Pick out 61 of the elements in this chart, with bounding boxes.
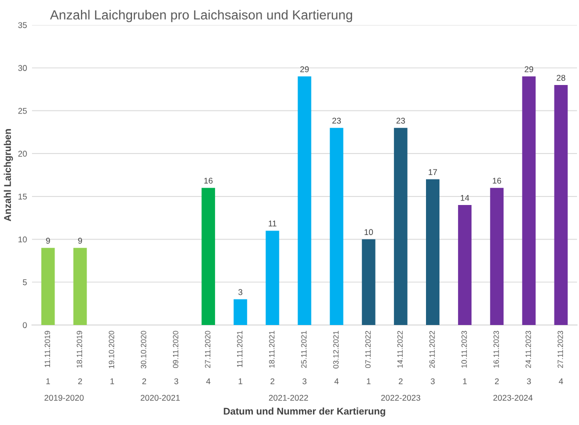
- text: 1: [238, 378, 242, 384]
- bar: [41, 248, 55, 325]
- bar: [426, 179, 440, 325]
- data-label: 17: [428, 169, 437, 175]
- y-tick-label: 20: [18, 150, 27, 157]
- data-label: 10: [364, 229, 373, 236]
- text: 3: [174, 378, 178, 384]
- text: 3: [526, 378, 531, 384]
- bar: [266, 230, 280, 325]
- bar: [298, 76, 312, 325]
- y-axis-title: Anzahl Laichgruben: [4, 129, 13, 222]
- text: 1: [366, 378, 371, 384]
- bar: [234, 299, 248, 325]
- text: 2: [494, 378, 499, 384]
- text: 4: [334, 378, 339, 384]
- text: 2022-2023: [381, 394, 420, 401]
- chart-title: Anzahl Laichgruben pro Laichsaison und Kartierung: [50, 10, 352, 22]
- text: 2: [398, 378, 403, 384]
- y-tick-label: 25: [18, 108, 27, 114]
- data-label: 16: [492, 178, 502, 184]
- data-label: 9: [46, 238, 50, 244]
- text: 2: [142, 378, 146, 384]
- text: 2: [270, 378, 274, 384]
- text: 2020-2021: [140, 394, 180, 401]
- bar: [554, 85, 568, 325]
- text: 2: [78, 378, 82, 384]
- y-tick-label: 15: [18, 194, 27, 200]
- x-axis-title: Datum und Nummer der Kartierung: [224, 408, 386, 417]
- text: 3: [430, 378, 435, 384]
- bar: [522, 76, 536, 325]
- bar: [330, 128, 344, 325]
- bar: [73, 248, 87, 325]
- data-label: 28: [556, 74, 566, 81]
- bar: [202, 188, 216, 325]
- y-tick-label: 0: [22, 322, 27, 328]
- text: 2021-2022: [268, 394, 308, 401]
- data-label: 23: [332, 118, 341, 124]
- data-label: 3: [238, 289, 242, 296]
- text: 1: [46, 378, 50, 384]
- data-label: 29: [300, 66, 309, 72]
- text: 2019-2020: [44, 394, 84, 401]
- data-label: 29: [524, 66, 534, 72]
- data-label: 23: [396, 118, 405, 124]
- data-label: 14: [460, 194, 470, 201]
- data-label: 11: [268, 220, 276, 226]
- text: 1: [463, 378, 467, 384]
- bar: [490, 188, 504, 325]
- bar: [362, 239, 376, 325]
- text: 1: [110, 378, 114, 384]
- text: 2023-2024: [493, 394, 533, 401]
- text: 4: [206, 378, 210, 384]
- y-tick-label: 30: [18, 65, 27, 71]
- y-tick-label: 35: [18, 22, 27, 28]
- y-tick-label: 5: [22, 279, 27, 286]
- y-tick-label: 10: [18, 236, 27, 242]
- text: 3: [302, 378, 306, 384]
- bar: [458, 205, 472, 325]
- text: 4: [558, 378, 564, 384]
- data-label: 16: [204, 178, 213, 184]
- data-label: 9: [78, 238, 82, 244]
- bar: [394, 128, 408, 325]
